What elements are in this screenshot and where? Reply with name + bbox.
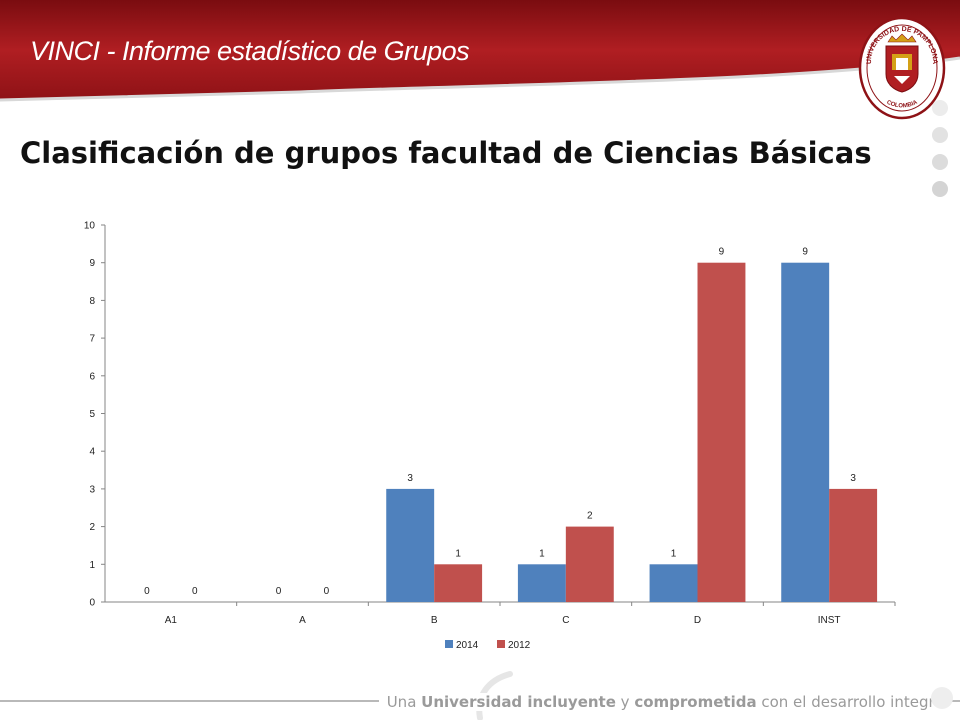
- y-tick-label: 0: [89, 598, 95, 609]
- data-label: 3: [407, 473, 413, 484]
- x-tick-label: A: [299, 615, 306, 626]
- data-label: 0: [192, 586, 198, 597]
- footer-dot-decoration: [931, 687, 953, 709]
- bar-2012: [697, 262, 746, 602]
- y-tick-label: 5: [89, 409, 95, 420]
- data-label: 0: [144, 586, 150, 597]
- data-label: 0: [324, 586, 330, 597]
- footer-slogan-emphasis: Universidad incluyente: [421, 693, 616, 711]
- data-label: 1: [455, 548, 461, 559]
- legend-label: 2014: [456, 640, 479, 651]
- y-tick-label: 8: [89, 296, 95, 307]
- decorative-dots: [932, 100, 948, 197]
- y-tick-label: 10: [84, 221, 96, 232]
- footer-slogan: Una Universidad incluyente y comprometid…: [378, 693, 948, 711]
- y-tick-label: 3: [89, 484, 95, 495]
- y-tick-label: 9: [89, 258, 95, 269]
- bar-2014: [517, 564, 566, 602]
- data-label: 0: [276, 586, 282, 597]
- x-tick-label: B: [431, 615, 438, 626]
- y-tick-label: 7: [89, 334, 95, 345]
- x-tick-label: D: [694, 615, 701, 626]
- university-seal-logo: UNIVERSIDAD DE PAMPLONA COLOMBIA: [858, 16, 946, 120]
- footer-slogan-part: con el desarrollo integral: [756, 693, 948, 711]
- bar-2014: [386, 488, 435, 602]
- legend-swatch-2014: [445, 640, 453, 648]
- bar-2012: [829, 488, 878, 602]
- bar-2014: [649, 564, 698, 602]
- footer-slogan-part: Una: [386, 693, 422, 711]
- legend-label: 2012: [508, 640, 531, 651]
- legend-swatch-2012: [497, 640, 505, 648]
- bar-2014: [781, 262, 830, 602]
- y-tick-label: 6: [89, 371, 95, 382]
- y-tick-label: 1: [89, 560, 95, 571]
- x-tick-label: A1: [165, 615, 178, 626]
- data-label: 9: [802, 247, 808, 258]
- y-tick-label: 4: [89, 447, 95, 458]
- x-tick-label: C: [562, 615, 569, 626]
- bar-chart: 0 1 2 3 4 5 6 7 8 9 10 A1 0 0 A 0 0 B 3 1 C 1 2 D 1 9 INST 9 3 2014 20…: [84, 221, 896, 651]
- footer-slogan-emphasis: comprometida: [634, 693, 757, 711]
- footer-slogan-part: y: [615, 693, 635, 711]
- footer-swoosh-decoration: [476, 671, 513, 720]
- data-label: 1: [671, 548, 677, 559]
- header-band: [0, 0, 960, 102]
- y-tick-label: 2: [89, 522, 95, 533]
- bar-2012: [565, 526, 614, 602]
- presentation-title: VINCI - Informe estadístico de Grupos: [30, 36, 470, 66]
- x-tick-label: INST: [818, 615, 841, 626]
- data-label: 3: [850, 473, 856, 484]
- data-label: 9: [719, 247, 725, 258]
- data-label: 2: [587, 511, 593, 522]
- data-label: 1: [539, 548, 545, 559]
- slide-title: Clasificación de grupos facultad de Cien…: [20, 136, 872, 170]
- bar-2012: [434, 564, 483, 602]
- svg-text:COLOMBIA: COLOMBIA: [885, 99, 919, 109]
